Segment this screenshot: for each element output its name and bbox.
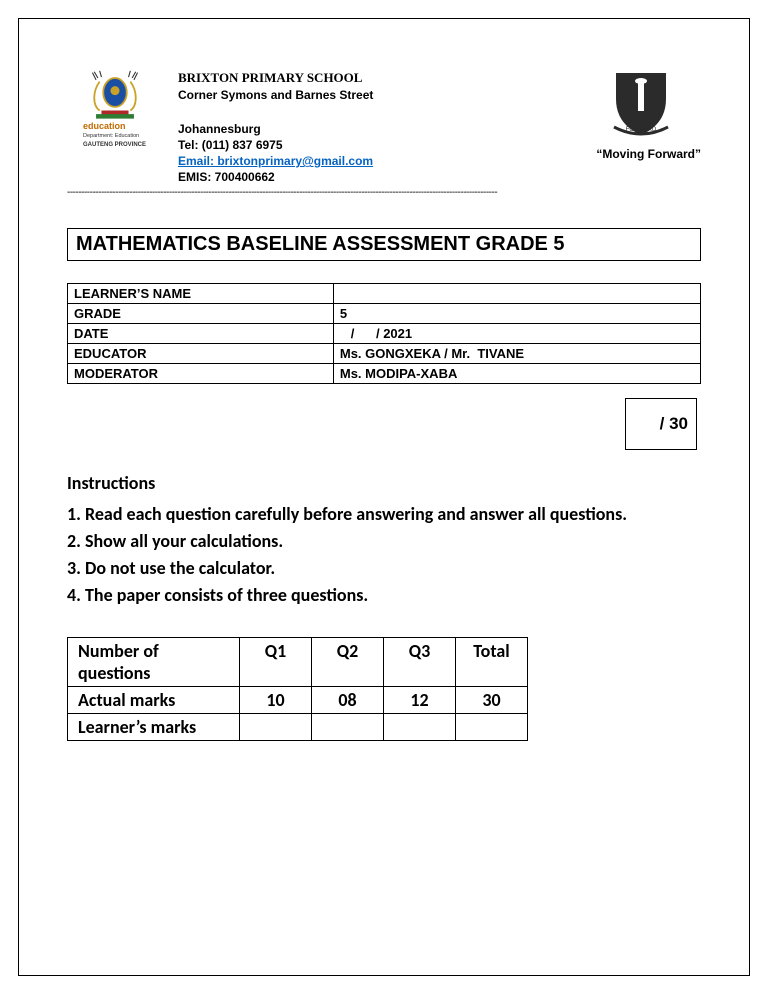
header-row: education Department: Education GAUTENG … (67, 69, 701, 185)
svg-text:FORWARD: FORWARD (626, 127, 657, 133)
info-row: LEARNER’S NAME (68, 284, 701, 304)
info-label: EDUCATOR (68, 344, 334, 364)
edu-sub2: GAUTENG PROVINCE (83, 142, 146, 148)
info-value: Ms. GONGXEKA / Mr. TIVANE (333, 344, 700, 364)
school-address: Corner Symons and Barnes Street (178, 87, 565, 103)
marks-cell (240, 714, 312, 741)
shield-icon: FORWARD (610, 69, 672, 139)
school-crest-block: FORWARD “Moving Forward” (581, 69, 701, 161)
marks-header-cell: Total (456, 638, 528, 687)
education-label: education Department: Education GAUTENG … (83, 122, 146, 149)
instructions-heading: Instructions (67, 470, 701, 497)
info-label: MODERATOR (68, 364, 334, 384)
marks-cell (456, 714, 528, 741)
info-row: GRADE5 (68, 304, 701, 324)
marks-summary-table: Number of questionsQ1Q2Q3TotalActual mar… (67, 637, 528, 741)
marks-row: Learner’s marks (68, 714, 528, 741)
school-emis: EMIS: 700400662 (178, 169, 565, 185)
total-score-box: / 30 (625, 398, 697, 450)
learner-info-table: LEARNER’S NAMEGRADE5DATE / / 2021EDUCATO… (67, 283, 701, 384)
school-email-link[interactable]: Email: brixtonprimary@gmail.com (178, 154, 373, 168)
info-value (333, 284, 700, 304)
school-tel: Tel: (011) 837 6975 (178, 137, 565, 153)
marks-header-cell: Q3 (384, 638, 456, 687)
marks-cell (384, 714, 456, 741)
info-label: GRADE (68, 304, 334, 324)
info-label: LEARNER’S NAME (68, 284, 334, 304)
info-row: EDUCATORMs. GONGXEKA / Mr. TIVANE (68, 344, 701, 364)
separator-dashes: ----------------------------------------… (67, 187, 701, 198)
info-row: MODERATORMs. MODIPA-XABA (68, 364, 701, 384)
instruction-item: 3. Do not use the calculator. (67, 555, 701, 582)
marks-row: Actual marks10081230 (68, 687, 528, 714)
marks-cell (312, 714, 384, 741)
school-city: Johannesburg (178, 121, 565, 137)
instruction-item: 2. Show all your calculations. (67, 528, 701, 555)
marks-row-label: Learner’s marks (68, 714, 240, 741)
dept-education-logo: education Department: Education GAUTENG … (67, 69, 162, 149)
school-name: BRIXTON PRIMARY SCHOOL (178, 69, 565, 87)
instructions-block: Instructions 1. Read each question caref… (67, 470, 701, 609)
school-motto: “Moving Forward” (581, 147, 701, 161)
crest-icon (84, 69, 146, 120)
marks-header-cell: Q2 (312, 638, 384, 687)
marks-header-label: Number of questions (68, 638, 240, 687)
edu-word: education (83, 121, 126, 131)
info-value: / / 2021 (333, 324, 700, 344)
marks-row-label: Actual marks (68, 687, 240, 714)
info-row: DATE / / 2021 (68, 324, 701, 344)
instruction-item: 1. Read each question carefully before a… (67, 501, 701, 528)
edu-sub1: Department: Education (83, 133, 139, 139)
instruction-item: 4. The paper consists of three questions… (67, 582, 701, 609)
assessment-title: MATHEMATICS BASELINE ASSESSMENT GRADE 5 (67, 228, 701, 261)
info-value: Ms. MODIPA-XABA (333, 364, 700, 384)
info-label: DATE (68, 324, 334, 344)
marks-cell: 30 (456, 687, 528, 714)
marks-cell: 08 (312, 687, 384, 714)
marks-header-row: Number of questionsQ1Q2Q3Total (68, 638, 528, 687)
marks-cell: 10 (240, 687, 312, 714)
marks-header-cell: Q1 (240, 638, 312, 687)
marks-cell: 12 (384, 687, 456, 714)
document-page: education Department: Education GAUTENG … (18, 18, 750, 976)
info-value: 5 (333, 304, 700, 324)
header-text-block: BRIXTON PRIMARY SCHOOL Corner Symons and… (178, 69, 565, 185)
